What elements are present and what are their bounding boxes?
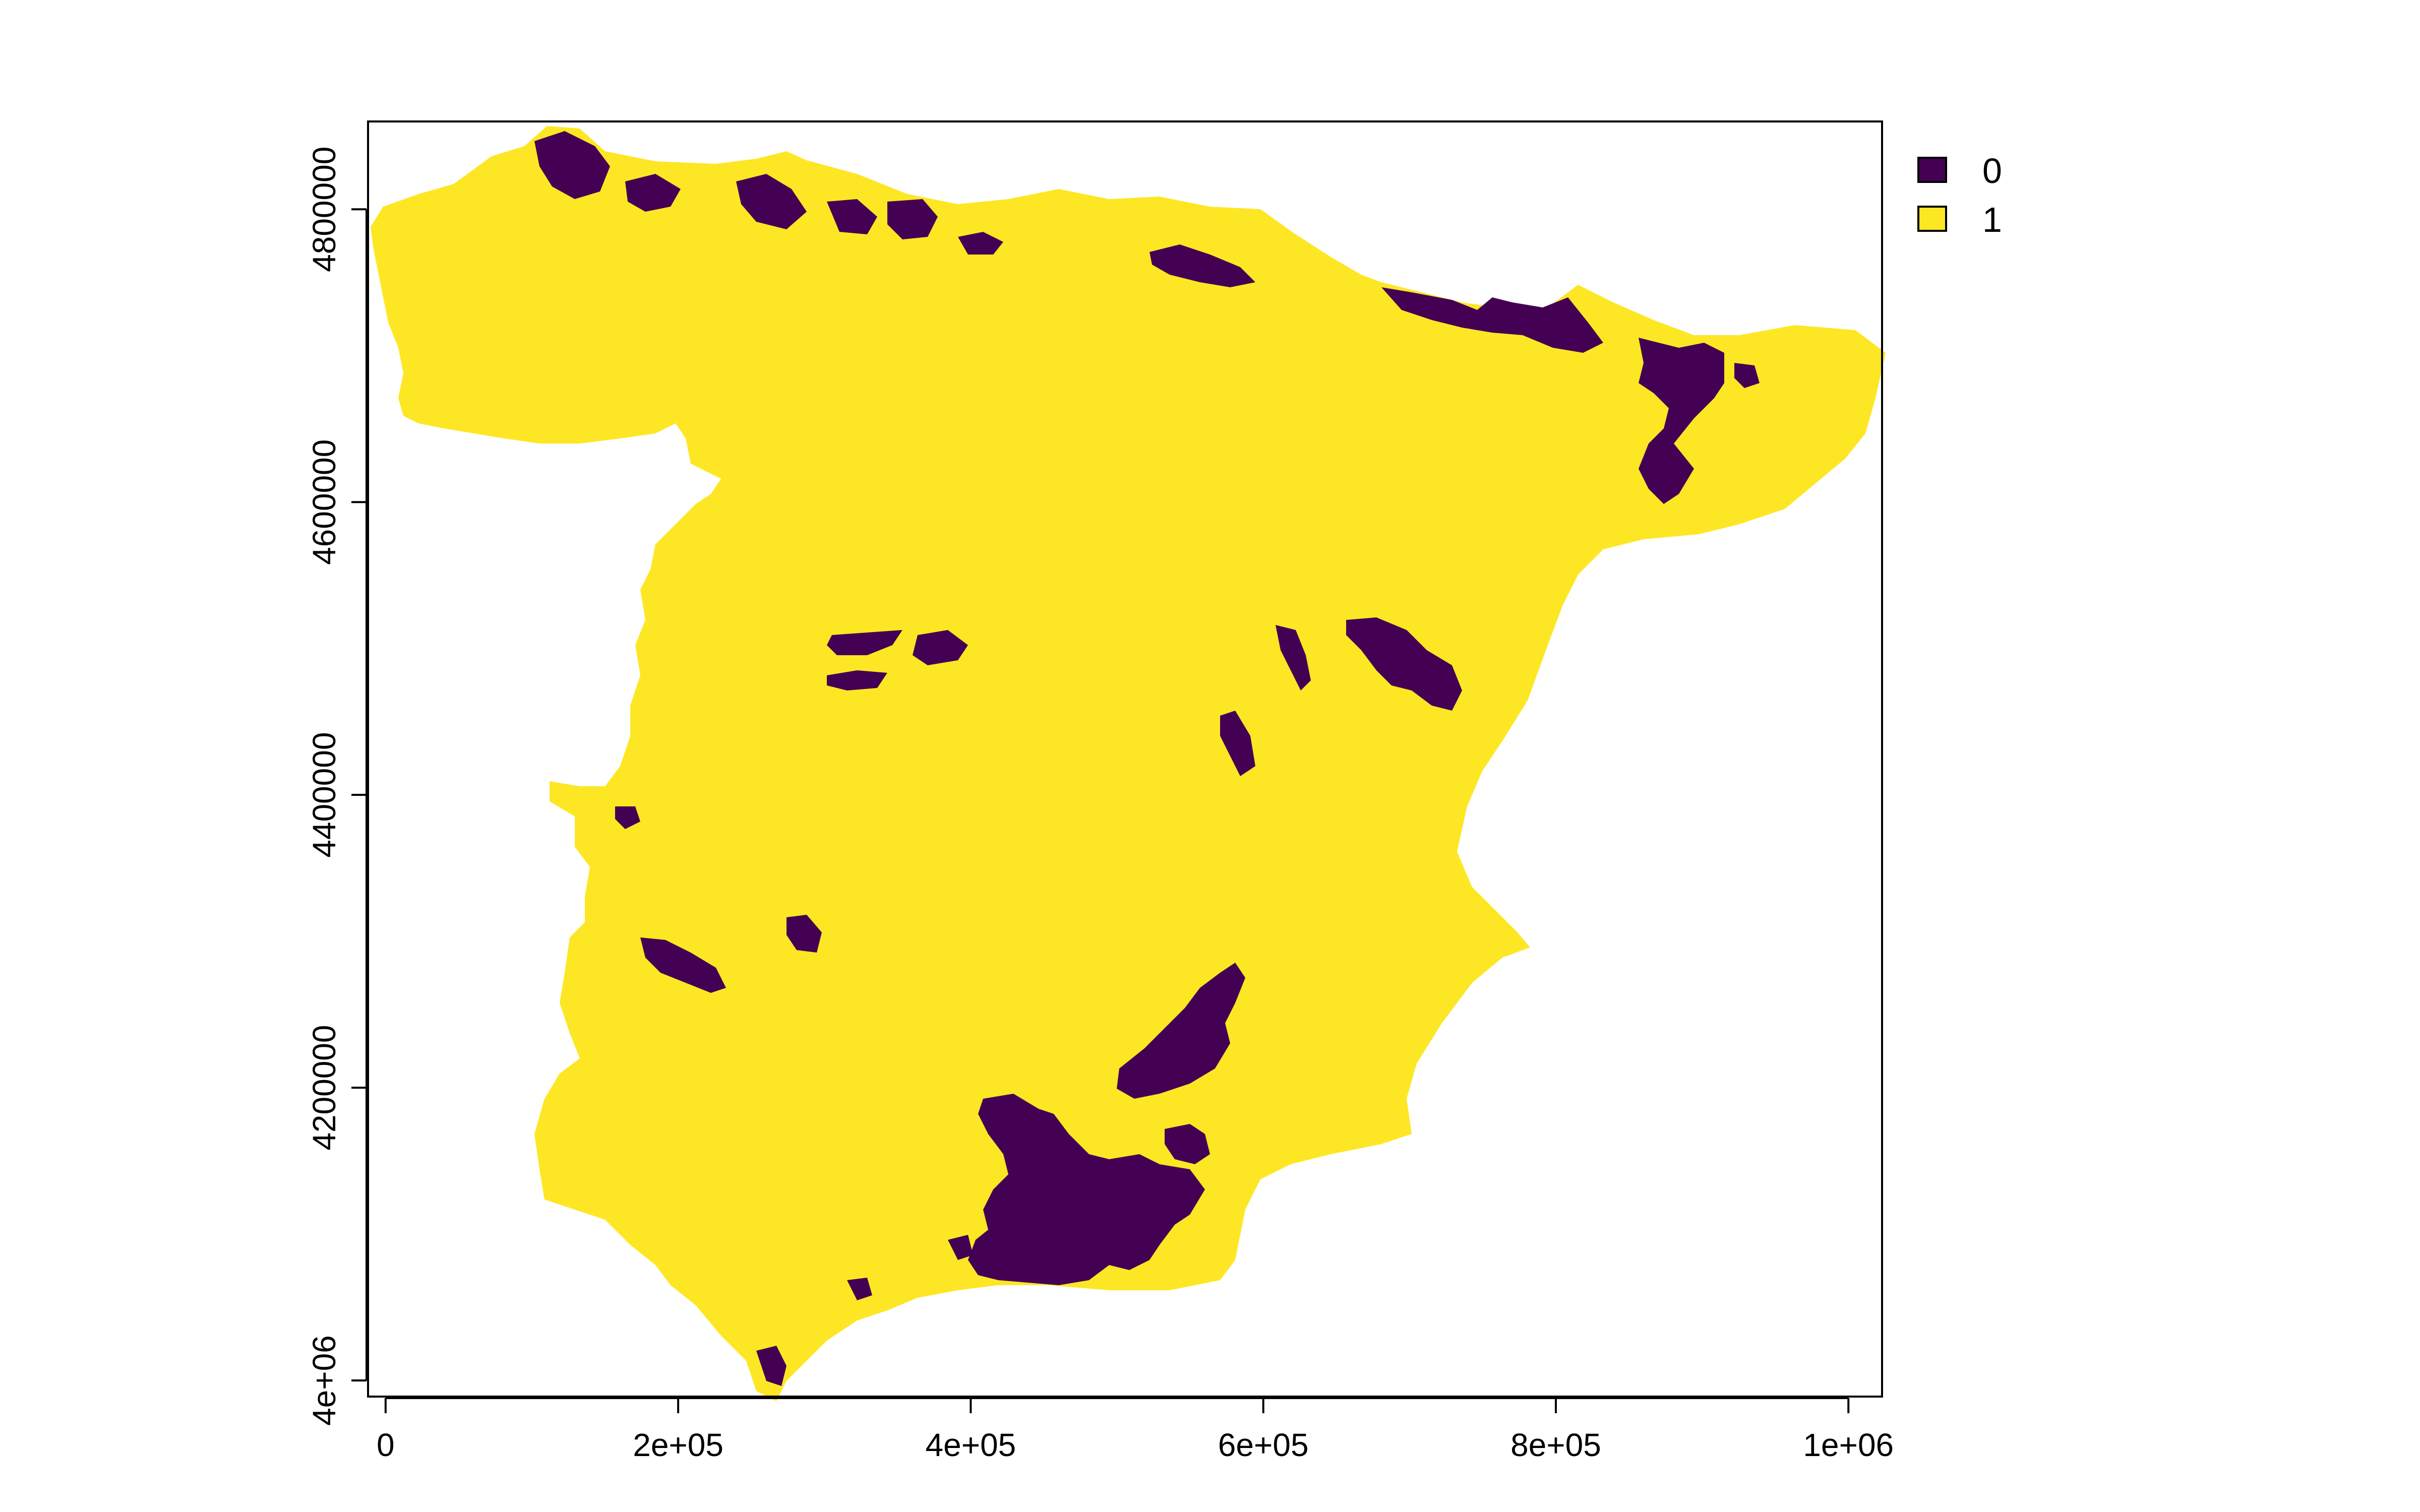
x-tick-label: 8e+05 xyxy=(1510,1427,1601,1463)
x-tick-label: 6e+05 xyxy=(1218,1427,1309,1463)
x-axis: 0 2e+05 4e+05 6e+05 8e+05 1e+06 xyxy=(377,1397,1894,1463)
legend-label-1: 1 xyxy=(1982,200,2002,239)
y-axis: 4e+06 4200000 4400000 4600000 4800000 xyxy=(306,147,368,1426)
y-tick-label: 4800000 xyxy=(306,147,342,272)
y-tick-label: 4600000 xyxy=(306,439,342,565)
y-tick-label: 4400000 xyxy=(306,732,342,858)
land-class-1-area xyxy=(371,126,1886,1401)
plot-frame xyxy=(367,120,1883,1398)
legend-swatch-1 xyxy=(1917,206,1947,232)
legend-swatch-0 xyxy=(1917,157,1947,183)
legend: 0 1 xyxy=(1917,151,2002,239)
y-tick-label: 4200000 xyxy=(306,1025,342,1151)
class-0-patches xyxy=(534,131,1760,1386)
x-tick-label: 1e+06 xyxy=(1803,1427,1894,1463)
legend-label-0: 0 xyxy=(1982,151,2002,191)
y-tick-label: 4e+06 xyxy=(306,1335,342,1426)
x-tick-label: 2e+05 xyxy=(633,1427,723,1463)
x-tick-label: 0 xyxy=(377,1427,395,1463)
x-tick-label: 4e+05 xyxy=(926,1427,1016,1463)
